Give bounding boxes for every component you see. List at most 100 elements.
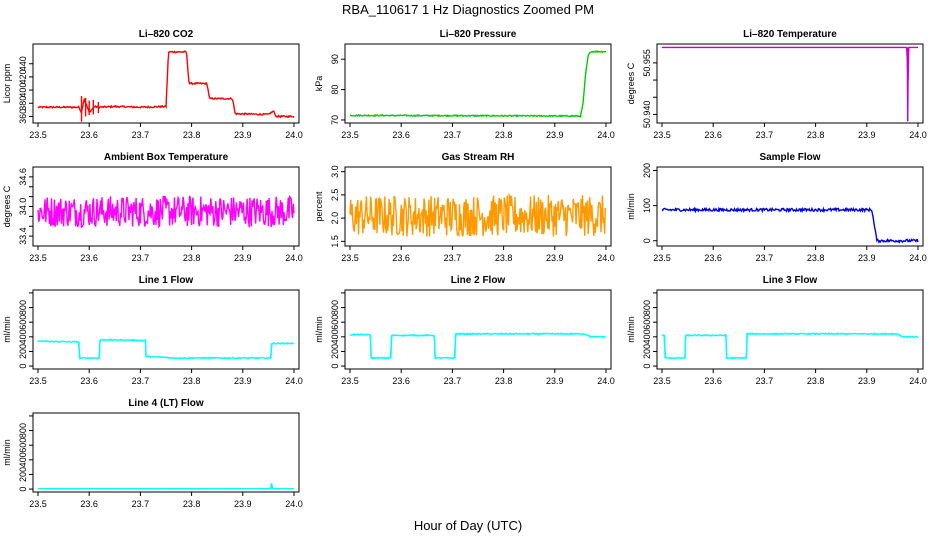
x-tick-label: 23.9 <box>546 130 564 140</box>
series-step <box>433 335 436 359</box>
y-axis-label: ml/min <box>626 193 636 220</box>
y-tick-label: 400 <box>18 329 28 344</box>
x-tick-label: 24.0 <box>285 130 303 140</box>
plot-frame <box>656 166 924 247</box>
y-tick-label: 70 <box>330 115 340 125</box>
y-axis-label: percent <box>314 191 324 222</box>
series-step <box>454 333 457 359</box>
x-tick-label: 23.8 <box>183 130 201 140</box>
x-tick-label: 23.6 <box>392 130 410 140</box>
x-tick-label: 23.6 <box>704 130 722 140</box>
y-axis-label: degrees C <box>2 185 12 227</box>
x-tick-label: 23.6 <box>392 376 410 386</box>
panel-title: Line 4 (LT) Flow <box>128 398 204 409</box>
x-tick-label: 23.5 <box>29 376 47 386</box>
x-tick-label: 24.0 <box>909 376 927 386</box>
y-tick-label: 440 <box>18 56 28 71</box>
x-tick-label: 23.6 <box>80 253 98 263</box>
series-step <box>78 341 81 359</box>
x-tick-label: 23.8 <box>807 130 825 140</box>
y-tick-label: 420 <box>18 69 28 84</box>
x-tick-label: 23.7 <box>756 253 774 263</box>
y-axis-label: ml/min <box>2 439 12 466</box>
y-axis-label: ml/min <box>626 316 636 343</box>
y-tick-label: 90 <box>330 54 340 64</box>
chart-panel-3: Li–820 Temperature degrees C 50.940 50.955 2… <box>626 29 927 140</box>
x-tick-label: 23.6 <box>80 499 98 509</box>
y-axis-label: kPa <box>314 76 324 92</box>
y-tick-label: 3.0 <box>330 165 340 178</box>
x-tick-label: 23.5 <box>341 130 359 140</box>
series-line-1 <box>37 50 295 119</box>
x-tick-label: 24.0 <box>285 253 303 263</box>
plot-frame <box>32 43 300 124</box>
y-tick-label: 1.5 <box>330 235 340 248</box>
series-line-1 <box>661 332 919 360</box>
plot-frame <box>344 289 612 370</box>
series-step <box>369 334 372 359</box>
y-axis-label: ml/min <box>314 316 324 343</box>
y-tick-label: 0 <box>18 487 28 492</box>
panel-title: Li–820 CO2 <box>139 29 194 40</box>
y-axis-label: Licor ppm <box>2 64 12 104</box>
y-tick-label: 50.940 <box>642 101 652 129</box>
x-tick-label: 23.9 <box>858 376 876 386</box>
x-tick-label: 23.6 <box>704 253 722 263</box>
x-tick-label: 23.7 <box>132 376 150 386</box>
x-tick-label: 23.5 <box>341 376 359 386</box>
y-axis-label: degrees C <box>626 62 636 104</box>
panel-title: Li–820 Temperature <box>743 29 837 40</box>
x-tick-label: 23.8 <box>183 376 201 386</box>
series-line-1 <box>349 50 607 118</box>
y-tick-label: 2.0 <box>330 212 340 225</box>
x-tick-label: 23.9 <box>858 253 876 263</box>
y-tick-label: 200 <box>642 344 652 359</box>
figure-title: RBA_110617 1 Hz Diagnostics Zoomed PM <box>342 2 594 17</box>
x-tick-label: 23.7 <box>132 130 150 140</box>
chart-panel-5: Gas Stream RH percent 1.5 2.0 2.5 3.0 23.5 23.6… <box>314 152 615 263</box>
y-tick-label: 50.955 <box>642 49 652 77</box>
series-line-1 <box>662 46 918 81</box>
y-tick-label: 0 <box>18 364 28 369</box>
x-tick-label: 23.5 <box>29 253 47 263</box>
x-tick-label: 23.9 <box>234 376 252 386</box>
plot-frame <box>344 43 612 124</box>
x-tick-label: 24.0 <box>285 376 303 386</box>
series-step <box>684 335 687 359</box>
x-tick-label: 23.5 <box>29 130 47 140</box>
y-tick-label: 360 <box>18 109 28 124</box>
x-tick-label: 23.9 <box>234 130 252 140</box>
panel-title: Line 3 Flow <box>763 275 818 286</box>
x-tick-label: 23.7 <box>756 130 774 140</box>
plot-frame <box>32 412 300 493</box>
x-tick-label: 23.5 <box>653 253 671 263</box>
y-axis-label: ml/min <box>2 316 12 343</box>
plot-frame <box>656 289 924 370</box>
x-tick-label: 23.9 <box>234 253 252 263</box>
panel-title: Gas Stream RH <box>442 152 515 163</box>
plot-frame <box>32 289 300 370</box>
series-line-1 <box>349 332 607 360</box>
x-tick-label: 23.8 <box>495 130 513 140</box>
series-step <box>270 483 274 489</box>
y-tick-label: 0 <box>642 238 652 243</box>
y-tick-label: 200 <box>642 163 652 178</box>
y-tick-label: 600 <box>18 315 28 330</box>
figure-x-axis-label: Hour of Day (UTC) <box>414 518 522 533</box>
series-step <box>390 335 393 359</box>
y-tick-label: 200 <box>330 344 340 359</box>
panel-title: Line 2 Flow <box>451 275 506 286</box>
y-tick-label: 800 <box>18 423 28 438</box>
x-tick-label: 23.8 <box>807 376 825 386</box>
x-tick-label: 23.8 <box>183 499 201 509</box>
x-tick-label: 24.0 <box>285 499 303 509</box>
x-tick-label: 24.0 <box>597 253 615 263</box>
x-tick-label: 23.8 <box>183 253 201 263</box>
x-tick-label: 23.6 <box>392 253 410 263</box>
x-tick-label: 23.6 <box>80 130 98 140</box>
y-tick-label: 34.0 <box>18 198 28 216</box>
y-tick-label: 33.4 <box>18 227 28 245</box>
